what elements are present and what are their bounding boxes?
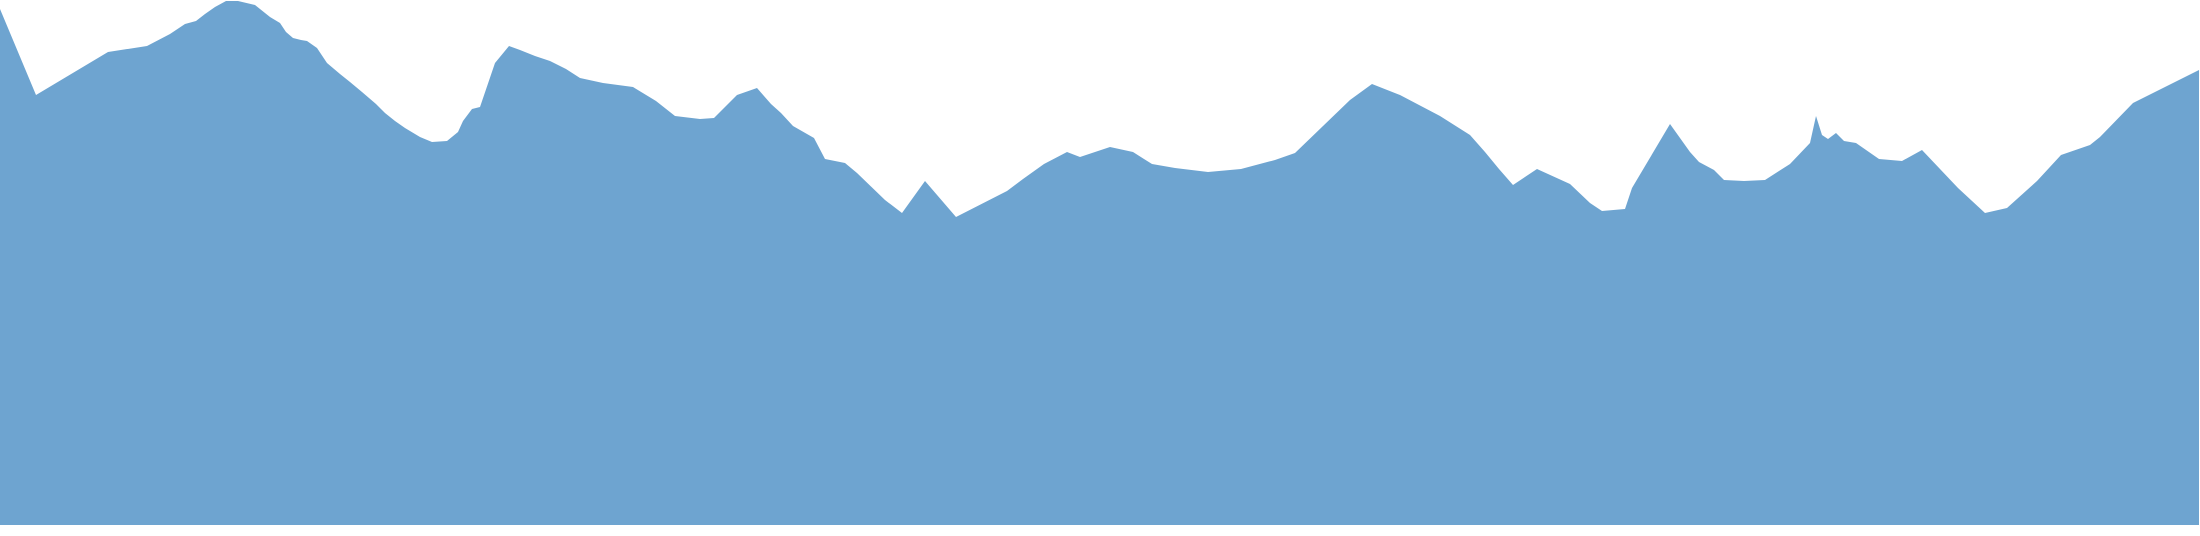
- area-series: [0, 1, 2199, 525]
